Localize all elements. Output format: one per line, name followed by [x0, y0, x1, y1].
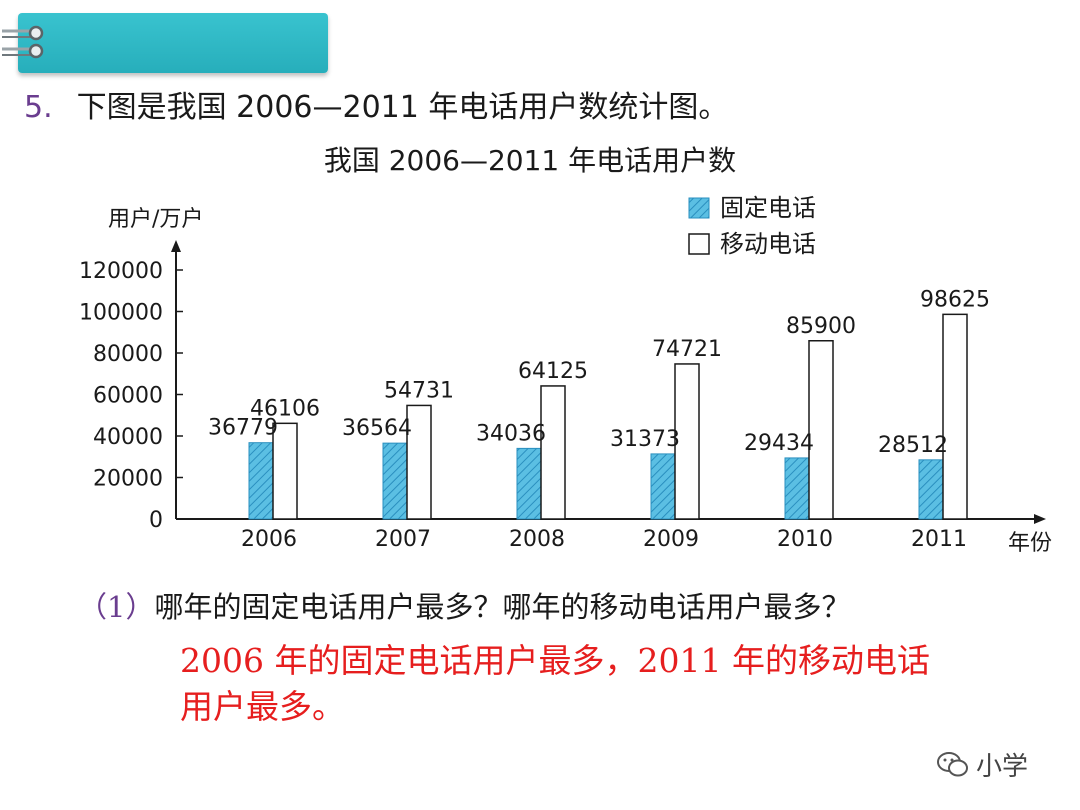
question-number: 5. — [24, 90, 53, 125]
bar-fixed-phone — [382, 442, 408, 520]
bar-mobile-phone — [942, 313, 968, 520]
x-tick-label: 2009 — [643, 527, 699, 552]
data-label-mobile: 64125 — [518, 359, 588, 384]
bar-fixed-phone — [650, 453, 676, 520]
sub-question: （1）哪年的固定电话用户最多？哪年的移动电话用户最多？ — [78, 584, 850, 626]
data-label-fixed: 31373 — [610, 427, 680, 452]
data-label-fixed: 29434 — [744, 431, 814, 456]
wechat-icon — [937, 751, 968, 776]
answer-text: 2006 年的固定电话用户最多，2011 年的移动电话用户最多。 — [180, 641, 930, 726]
data-label-fixed: 34036 — [476, 421, 546, 446]
data-label-fixed: 36779 — [208, 416, 278, 441]
data-label-mobile: 46106 — [250, 396, 320, 421]
x-tick-label: 2006 — [241, 527, 297, 552]
watermark-text: 小学 — [976, 752, 1029, 782]
y-tick-label: 60000 — [93, 384, 163, 409]
header-banner — [18, 13, 328, 73]
y-axis-arrow — [171, 240, 181, 252]
watermark: 小学 — [936, 746, 1028, 783]
legend: 固定电话 移动电话 — [688, 194, 816, 258]
chart-title: 我国 2006—2011 年电话用户数 — [324, 144, 736, 177]
question-title: 5. 下图是我国 2006—2011 年电话用户数统计图。 — [24, 82, 728, 126]
legend-label-fixed: 固定电话 — [720, 194, 816, 222]
bar-fixed-phone — [918, 459, 944, 520]
bar-fixed-phone — [248, 442, 274, 520]
x-tick-label: 2010 — [777, 527, 833, 552]
data-label-fixed: 36564 — [342, 416, 412, 441]
bar-mobile-phone — [674, 363, 700, 520]
data-label-mobile: 85900 — [786, 314, 856, 339]
y-axis-label: 用户/万户 — [108, 207, 203, 232]
bar-fixed-phone — [516, 447, 542, 520]
sub-question-label: （1） — [78, 590, 155, 624]
sub-question-text: 哪年的固定电话用户最多？哪年的移动电话用户最多？ — [154, 590, 851, 624]
y-tick-label: 120000 — [79, 259, 163, 284]
legend-swatch-mobile — [688, 233, 710, 255]
x-axis-arrow — [1034, 514, 1046, 524]
data-label-mobile: 74721 — [652, 337, 722, 362]
data-label-fixed: 28512 — [878, 433, 948, 458]
data-label-mobile: 54731 — [384, 378, 454, 403]
x-tick-label: 2007 — [375, 527, 431, 552]
y-tick-label: 80000 — [93, 342, 163, 367]
binder-rings-icon — [0, 13, 60, 73]
x-tick-label: 2011 — [911, 527, 967, 552]
x-tick-label: 2008 — [509, 527, 565, 552]
y-tick-label: 20000 — [93, 467, 163, 492]
x-axis-label: 年份 — [1008, 531, 1052, 556]
bar-mobile-phone — [272, 422, 298, 520]
bar-chart: 我国 2006—2011 年电话用户数 用户/万户 年份 固定电话 移动电话 0… — [79, 144, 1052, 556]
bar-mobile-phone — [808, 340, 834, 520]
legend-label-mobile: 移动电话 — [720, 230, 816, 258]
y-tick-label: 0 — [149, 508, 163, 533]
data-label-mobile: 98625 — [920, 287, 990, 312]
y-tick-label: 100000 — [79, 301, 163, 326]
legend-swatch-fixed — [688, 197, 710, 219]
question-text: 下图是我国 2006—2011 年电话用户数统计图。 — [76, 90, 729, 125]
bar-fixed-phone — [784, 457, 810, 520]
y-tick-label: 40000 — [93, 425, 163, 450]
bar-mobile-phone — [540, 385, 566, 520]
chart-axes: 0 20000 40000 60000 80000 100000 120000 — [79, 240, 1046, 533]
bar-mobile-phone — [406, 404, 432, 520]
